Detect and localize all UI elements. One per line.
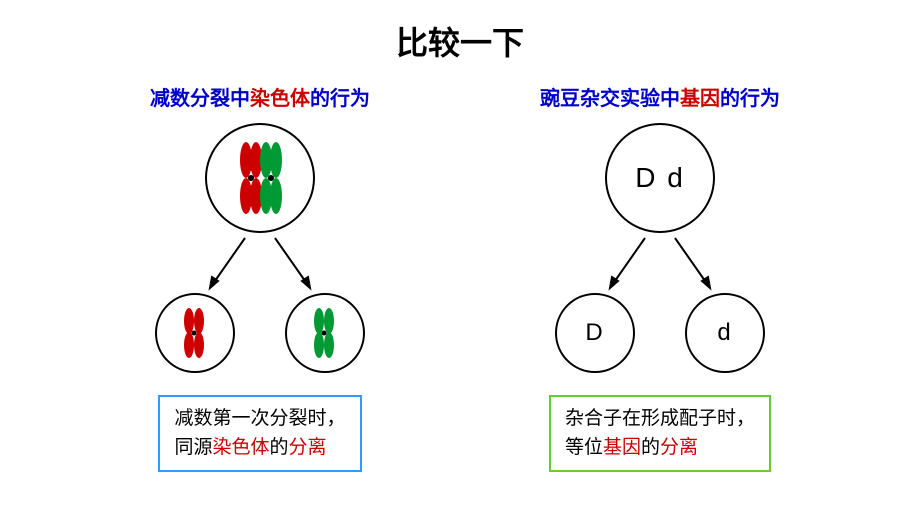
red-chromosome-icon	[175, 305, 215, 361]
gamete-D: D	[555, 293, 635, 373]
right-caption: 杂合子在形成配子时， 等位基因的分离	[549, 395, 771, 472]
left-column: 减数分裂中染色体的行为	[70, 82, 450, 472]
allele-D: D	[585, 319, 604, 347]
right-subtitle-prefix: 豌豆杂交实验中	[540, 88, 680, 110]
left-subtitle: 减数分裂中染色体的行为	[150, 82, 370, 111]
gamete-d: d	[685, 293, 765, 373]
left-subtitle-highlight: 染色体	[250, 88, 310, 110]
left-caption-red2: 分离	[289, 437, 327, 458]
left-diagram	[110, 123, 410, 383]
allele-d: d	[717, 319, 732, 347]
right-subtitle: 豌豆杂交实验中基因的行为	[540, 82, 780, 111]
left-caption-prefix: 同源	[174, 437, 212, 458]
left-caption-mid: 的	[270, 437, 289, 458]
daughter-cell-left	[155, 293, 235, 373]
right-subtitle-suffix: 的行为	[720, 88, 780, 110]
left-caption-red1: 染色体	[213, 437, 270, 458]
right-caption-red1: 基因	[603, 437, 641, 458]
right-diagram: D d D d	[510, 123, 810, 383]
left-subtitle-suffix: 的行为	[310, 88, 370, 110]
daughter-cell-right	[285, 293, 365, 373]
right-column: 豌豆杂交实验中基因的行为 D d D d 杂合子在形成配子时， 等位基因的分离	[470, 82, 850, 472]
columns-container: 减数分裂中染色体的行为	[0, 82, 920, 472]
main-title: 比较一下	[0, 0, 920, 64]
right-caption-mid: 的	[641, 437, 660, 458]
right-subtitle-highlight: 基因	[680, 88, 720, 110]
right-caption-red2: 分离	[660, 437, 698, 458]
green-chromosome-icon	[305, 305, 345, 361]
right-caption-line1: 杂合子在形成配子时，	[565, 408, 755, 429]
left-caption: 减数第一次分裂时， 同源染色体的分离	[158, 395, 361, 472]
right-caption-prefix: 等位	[565, 437, 603, 458]
left-caption-line1: 减数第一次分裂时，	[174, 408, 345, 429]
segregation-arrows-icon	[510, 123, 810, 383]
division-arrows-icon	[110, 123, 410, 383]
left-subtitle-prefix: 减数分裂中	[150, 88, 250, 110]
